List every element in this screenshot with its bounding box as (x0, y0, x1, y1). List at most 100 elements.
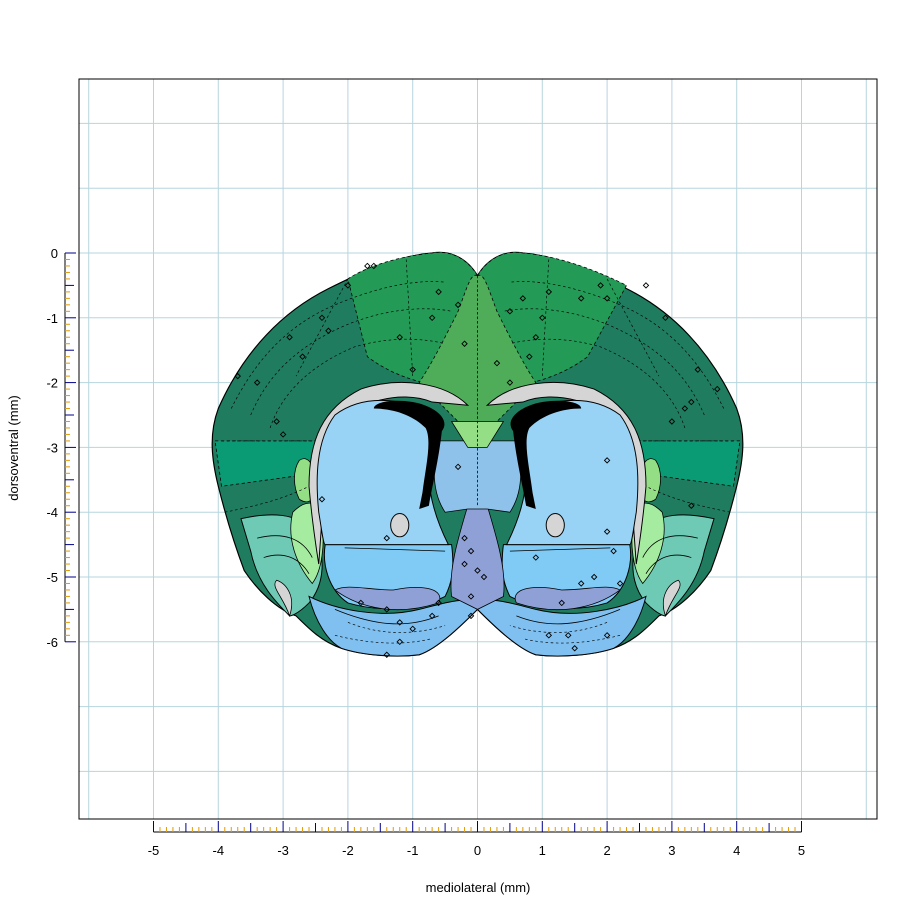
data-point (461, 534, 468, 542)
data-point (396, 334, 403, 341)
region-striatum-dorsal-right (505, 400, 639, 546)
data-point (370, 262, 378, 270)
x-tick-label: -2 (342, 843, 354, 858)
data-point (396, 638, 403, 646)
y-tick-label: -5 (46, 570, 58, 585)
x-tick-label: -5 (148, 843, 160, 858)
x-axis-title: mediolateral (mm) (426, 880, 531, 895)
region-anterior-commissure-left (390, 513, 410, 538)
x-tick-label: 2 (603, 843, 610, 858)
data-point (603, 295, 611, 302)
data-point (234, 372, 241, 380)
data-point (318, 496, 326, 503)
data-point (668, 418, 676, 425)
x-tick-label: -4 (213, 843, 225, 858)
data-point (364, 262, 371, 270)
data-point (474, 567, 481, 574)
data-point (428, 314, 436, 322)
x-tick-label: 3 (668, 843, 675, 858)
data-point (539, 314, 546, 322)
region-pallidum-right (514, 586, 621, 611)
data-point (597, 282, 604, 289)
data-point (253, 379, 261, 386)
data-points (234, 262, 721, 658)
data-point (461, 340, 468, 347)
data-point (357, 599, 365, 607)
region-cortex-teal-left (214, 440, 316, 487)
data-point (286, 334, 293, 341)
olfactory-contours (257, 535, 698, 625)
x-axis: -5 -4 -3 -2 -1 0 1 2 3 4 5 (148, 821, 805, 858)
data-point (642, 282, 650, 289)
region-fiber-lateral-left (274, 579, 293, 618)
data-point (526, 353, 533, 360)
data-point (616, 580, 624, 587)
data-point (577, 295, 585, 302)
data-point (344, 282, 352, 289)
data-point (273, 418, 280, 425)
y-tick-label: -2 (46, 376, 58, 391)
data-point (325, 327, 332, 334)
y-tick-label: -1 (46, 311, 58, 326)
data-point (299, 353, 306, 360)
data-point (603, 457, 611, 464)
x-tick-label: -1 (407, 843, 419, 858)
data-point (480, 573, 488, 581)
data-point (428, 612, 436, 620)
data-point (688, 398, 695, 406)
data-point (558, 599, 565, 607)
data-point (467, 612, 475, 620)
data-point (318, 314, 326, 322)
region-fiber-lateral-right (662, 579, 681, 618)
data-point (467, 593, 475, 600)
region-cortex-teal-right (639, 440, 741, 487)
y-tick-label: 0 (51, 246, 58, 261)
y-tick-label: -6 (46, 635, 58, 650)
y-axis: 0 -1 -2 -3 -4 -5 -6 (46, 246, 76, 650)
region-pallidum-medial (450, 505, 505, 610)
data-point (435, 288, 442, 296)
region-ventricle-left (373, 400, 445, 509)
data-point (603, 632, 611, 639)
region-pallidum-left (334, 586, 441, 611)
data-point (571, 645, 578, 652)
data-point (506, 379, 514, 386)
brain-section (211, 251, 744, 657)
x-tick-label: -3 (277, 843, 289, 858)
data-point (467, 547, 475, 555)
data-point (545, 632, 553, 639)
x-tick-label: 0 (474, 843, 481, 858)
x-tick-label: 1 (539, 843, 546, 858)
region-olfactory-tubercle (308, 595, 647, 657)
data-point (428, 444, 436, 451)
data-point (688, 502, 695, 509)
data-point (493, 359, 501, 367)
data-point (519, 295, 527, 302)
data-point (694, 366, 702, 373)
data-point (545, 288, 553, 296)
data-point (454, 463, 462, 471)
x-tick-label: 4 (733, 843, 740, 858)
data-point (279, 431, 287, 438)
x-tick-label: 5 (798, 843, 805, 858)
data-point (532, 334, 540, 341)
data-point (409, 625, 416, 633)
y-tick-label: -4 (46, 505, 58, 520)
data-point (662, 314, 669, 322)
data-point (383, 651, 391, 658)
data-point (564, 632, 572, 639)
data-point (577, 580, 585, 587)
data-point (383, 534, 391, 542)
plot-frame (78, 78, 878, 820)
data-point (396, 619, 403, 626)
data-point (454, 301, 462, 309)
data-point (714, 385, 721, 393)
data-point (532, 554, 540, 561)
data-point (590, 573, 598, 581)
cortex-layer-outline (221, 259, 734, 644)
y-tick-label: -3 (46, 440, 58, 455)
data-point (610, 547, 617, 555)
data-point (681, 405, 689, 412)
region-striatum-dorsal-left (316, 400, 450, 546)
